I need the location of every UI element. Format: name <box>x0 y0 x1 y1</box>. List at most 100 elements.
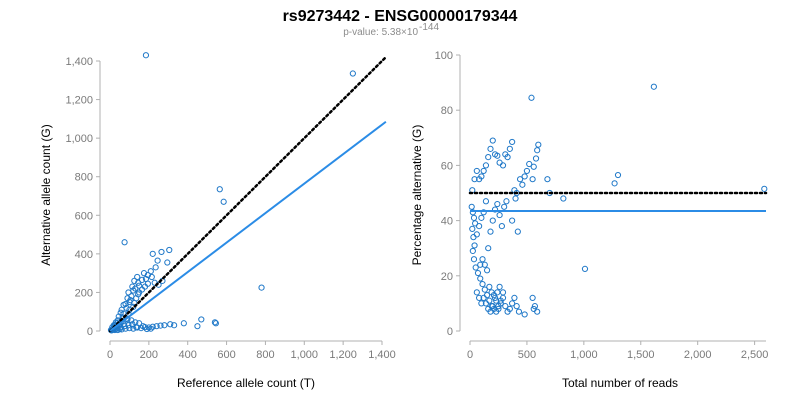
right-data-point <box>491 206 499 213</box>
right-data-point <box>489 137 496 144</box>
right-data-point <box>534 308 541 315</box>
left-data-point <box>130 325 137 332</box>
left-axes: 0 200 400 600 800 1,000 1,200 1,400 0 200 400 600 80… <box>65 56 395 361</box>
right-data-point <box>496 159 503 166</box>
right-data-point <box>483 267 491 274</box>
left-x-tick-label: 800 <box>256 349 274 361</box>
right-data-point <box>487 228 494 235</box>
right-data-point <box>474 269 482 277</box>
left-x-tick-label: 400 <box>179 349 197 361</box>
left-data-point <box>166 246 173 254</box>
right-y-tick-label: 0 <box>447 326 453 338</box>
right-data-point <box>494 289 501 296</box>
left-data-point <box>349 70 356 77</box>
right-data-point <box>532 155 540 162</box>
right-data-point <box>480 167 487 175</box>
left-data-point <box>143 325 151 333</box>
right-data-point <box>485 245 492 252</box>
left-data-point <box>133 324 140 331</box>
left-data-point <box>211 319 219 326</box>
right-data-point <box>479 256 486 263</box>
left-y-tick-label: 1,400 <box>65 56 93 68</box>
right-data-point <box>469 247 476 255</box>
right-data-point <box>471 242 478 249</box>
right-data-point <box>496 211 503 219</box>
right-x-tick-label: 2,000 <box>684 349 712 361</box>
right-x-tick-label: 2,500 <box>741 349 769 361</box>
right-data-point <box>489 303 496 310</box>
right-data-point <box>480 209 487 216</box>
right-data-point <box>513 303 520 310</box>
right-data-point <box>470 234 477 241</box>
left-y-tick-label: 400 <box>75 249 93 261</box>
left-data-point <box>121 323 128 330</box>
right-data-point <box>523 167 531 175</box>
right-data-point <box>506 305 513 313</box>
right-data-point <box>499 162 507 169</box>
left-data-point <box>125 322 132 329</box>
right-data-point <box>487 145 494 152</box>
right-scatter-plot: 0 500 1,000 1,500 2,000 2,500 0 20 40 60 80 100 Tot… <box>410 50 768 390</box>
right-x-tick-label: 500 <box>518 349 536 361</box>
left-x-axis-label: Reference allele count (T) <box>177 376 315 390</box>
right-marks <box>468 83 768 318</box>
left-marks <box>107 52 388 334</box>
left-data-point <box>158 248 165 256</box>
right-data-point <box>499 289 507 296</box>
right-data-point <box>479 280 486 288</box>
right-x-axis-label: Total number of reads <box>562 376 678 390</box>
right-data-point <box>519 181 526 188</box>
left-y-tick-label: 600 <box>75 210 93 222</box>
left-data-point <box>138 276 146 283</box>
left-data-point <box>130 287 137 294</box>
right-data-point <box>473 231 480 238</box>
right-data-point <box>473 167 480 175</box>
right-data-point <box>761 185 768 192</box>
right-data-point <box>468 203 475 210</box>
left-y-tick-label: 200 <box>75 287 93 299</box>
left-data-point <box>153 323 160 330</box>
right-data-point <box>526 160 533 168</box>
right-data-point <box>476 223 483 230</box>
left-x-tick-label: 1,200 <box>329 349 357 361</box>
right-data-point <box>482 198 490 205</box>
right-data-point <box>481 286 488 293</box>
right-data-point <box>529 294 536 301</box>
left-data-point <box>258 284 265 291</box>
chart-subtitle-exponent: -144 <box>419 22 439 33</box>
right-data-point <box>535 141 542 148</box>
right-data-point <box>581 265 589 272</box>
left-y-tick-label: 1,000 <box>65 133 93 145</box>
left-fit-line <box>109 120 387 332</box>
right-data-point <box>491 294 499 301</box>
right-data-point <box>501 203 508 210</box>
right-data-point <box>485 154 492 161</box>
right-data-point <box>560 195 567 202</box>
left-y-axis-label: Alternative allele count (G) <box>39 124 53 265</box>
right-data-point <box>509 138 516 146</box>
right-data-point <box>473 289 480 296</box>
right-data-point <box>497 297 504 304</box>
left-data-point <box>212 320 219 327</box>
left-data-point <box>180 320 187 327</box>
right-data-point <box>509 217 516 224</box>
right-data-point <box>491 151 499 158</box>
right-data-point <box>469 225 476 232</box>
left-data-point <box>161 322 168 329</box>
right-y-axis-label: Percentage alternative (G) <box>410 125 424 266</box>
left-y-tick-label: 0 <box>87 326 93 338</box>
right-data-point <box>472 264 479 271</box>
right-data-point <box>511 294 518 301</box>
left-data-point <box>148 273 155 281</box>
left-data-point <box>139 323 147 330</box>
left-data-point <box>198 316 205 323</box>
right-data-point <box>493 297 500 304</box>
right-axes: 0 500 1,000 1,500 2,000 2,500 0 20 40 60 80 100 <box>435 50 769 361</box>
left-data-point <box>164 259 171 266</box>
right-data-point <box>509 300 516 307</box>
left-data-point <box>129 321 136 328</box>
left-data-point <box>149 323 156 330</box>
right-y-tick-label: 100 <box>435 50 453 62</box>
left-reference-line <box>108 55 388 333</box>
